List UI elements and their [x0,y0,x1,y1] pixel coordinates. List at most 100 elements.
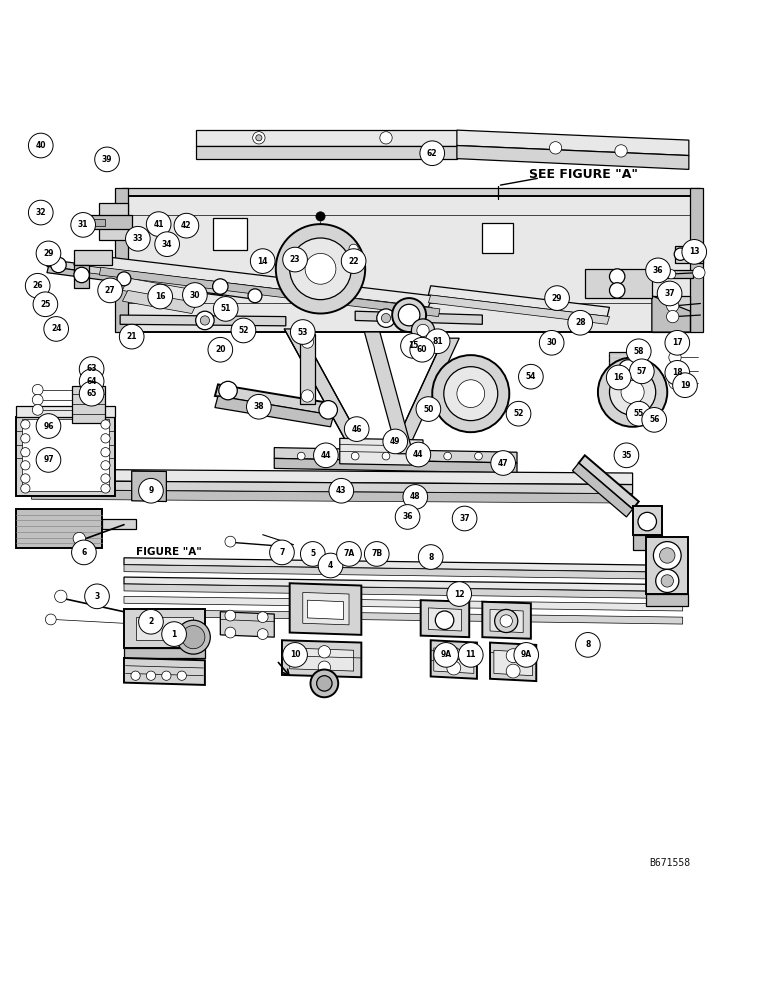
Circle shape [475,452,482,460]
Circle shape [398,304,420,326]
Polygon shape [665,270,692,278]
Circle shape [257,629,268,639]
Text: 9: 9 [148,486,154,495]
Polygon shape [482,223,513,253]
Circle shape [21,434,30,443]
Circle shape [21,448,30,457]
Polygon shape [47,260,224,290]
Polygon shape [93,219,105,226]
Circle shape [218,381,237,400]
Circle shape [21,461,30,470]
Polygon shape [282,640,361,677]
Polygon shape [124,609,682,624]
Polygon shape [364,332,413,454]
Circle shape [290,238,351,300]
Polygon shape [215,396,334,427]
Circle shape [225,610,235,621]
Circle shape [101,420,110,429]
Circle shape [344,417,369,441]
Circle shape [98,278,123,303]
Text: 9A: 9A [441,650,452,659]
Circle shape [257,612,268,623]
Polygon shape [274,458,517,473]
Circle shape [665,361,689,385]
Polygon shape [428,286,609,317]
Circle shape [666,310,679,323]
Polygon shape [124,596,682,611]
Circle shape [81,368,90,377]
Circle shape [672,373,697,398]
Polygon shape [303,592,349,625]
Circle shape [148,284,172,309]
Text: 18: 18 [672,368,682,377]
Circle shape [500,615,513,627]
Circle shape [452,506,477,531]
Polygon shape [136,617,193,640]
Text: 13: 13 [689,247,699,256]
Circle shape [246,394,271,419]
Text: 30: 30 [547,338,557,347]
Circle shape [73,532,86,545]
Text: 49: 49 [390,437,401,446]
Circle shape [669,364,681,377]
Circle shape [147,212,171,236]
Circle shape [392,298,426,332]
Polygon shape [72,386,105,423]
Circle shape [283,247,307,272]
Circle shape [212,279,228,294]
Text: 60: 60 [417,345,428,354]
Circle shape [301,390,313,402]
Circle shape [51,257,66,273]
Circle shape [406,442,431,467]
Circle shape [665,330,689,355]
Text: 81: 81 [432,337,443,346]
Polygon shape [124,658,205,685]
Polygon shape [103,519,136,529]
Circle shape [33,292,58,317]
Polygon shape [690,188,703,332]
Circle shape [609,369,655,415]
Circle shape [195,311,214,330]
Circle shape [117,272,131,286]
Polygon shape [124,648,205,658]
Polygon shape [290,648,354,671]
Circle shape [606,365,631,390]
Text: 20: 20 [215,345,225,354]
Text: 42: 42 [181,221,191,230]
Polygon shape [120,315,286,326]
Polygon shape [632,506,662,535]
Polygon shape [32,481,632,494]
Text: 2: 2 [148,617,154,626]
Circle shape [250,249,275,273]
Text: 33: 33 [133,234,143,243]
Circle shape [568,310,593,335]
Circle shape [231,318,256,343]
Text: 4: 4 [328,561,334,570]
Circle shape [21,474,30,483]
Circle shape [139,609,164,634]
Text: 16: 16 [155,292,165,301]
Text: 37: 37 [459,514,470,523]
Text: 36: 36 [653,266,663,275]
Polygon shape [579,455,638,509]
Text: 5: 5 [310,549,315,558]
Circle shape [364,542,389,566]
Circle shape [655,569,679,592]
Circle shape [177,671,186,680]
Circle shape [316,212,325,221]
Circle shape [420,141,445,166]
Text: 63: 63 [86,364,96,373]
Text: 29: 29 [552,294,562,303]
Polygon shape [115,188,128,332]
Circle shape [139,478,164,503]
Polygon shape [195,130,457,146]
Circle shape [29,200,53,225]
Text: 36: 36 [402,512,413,521]
Circle shape [32,404,43,415]
Polygon shape [609,352,646,386]
Polygon shape [74,253,432,307]
Circle shape [200,316,209,325]
Circle shape [661,575,673,587]
Circle shape [162,622,186,646]
Circle shape [21,484,30,493]
